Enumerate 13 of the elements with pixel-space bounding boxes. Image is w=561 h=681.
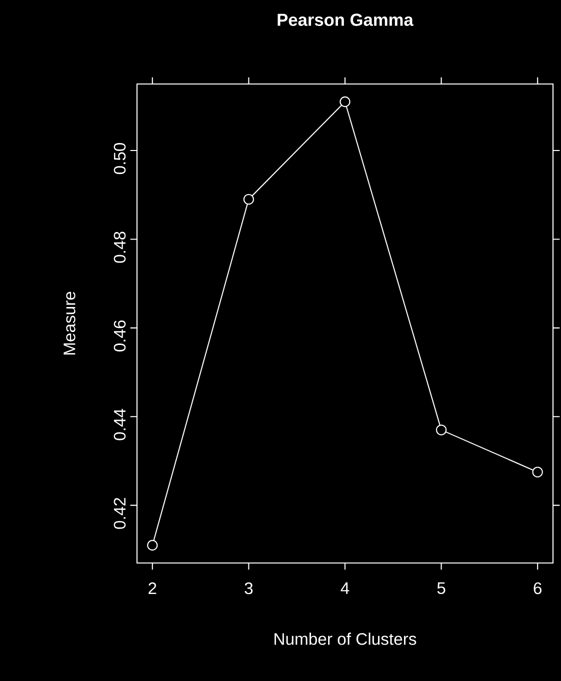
- x-axis-title: Number of Clusters: [274, 632, 416, 645]
- y-axis-title: Measure: [64, 292, 76, 355]
- x-tick-label: 3: [244, 582, 253, 594]
- y-tick-label: 0.48: [114, 232, 126, 263]
- y-tick-label: 0.42: [114, 498, 126, 529]
- y-tick-label: 0.46: [114, 320, 126, 352]
- x-tick-label: 5: [437, 582, 446, 594]
- x-tick-label: 4: [340, 582, 350, 594]
- y-tick-label: 0.50: [114, 142, 126, 174]
- chart-title: Pearson Gamma: [278, 14, 414, 26]
- y-tick-label: 0.44: [114, 408, 126, 440]
- x-tick-label: 2: [148, 582, 156, 594]
- x-tick-label: 6: [534, 582, 542, 594]
